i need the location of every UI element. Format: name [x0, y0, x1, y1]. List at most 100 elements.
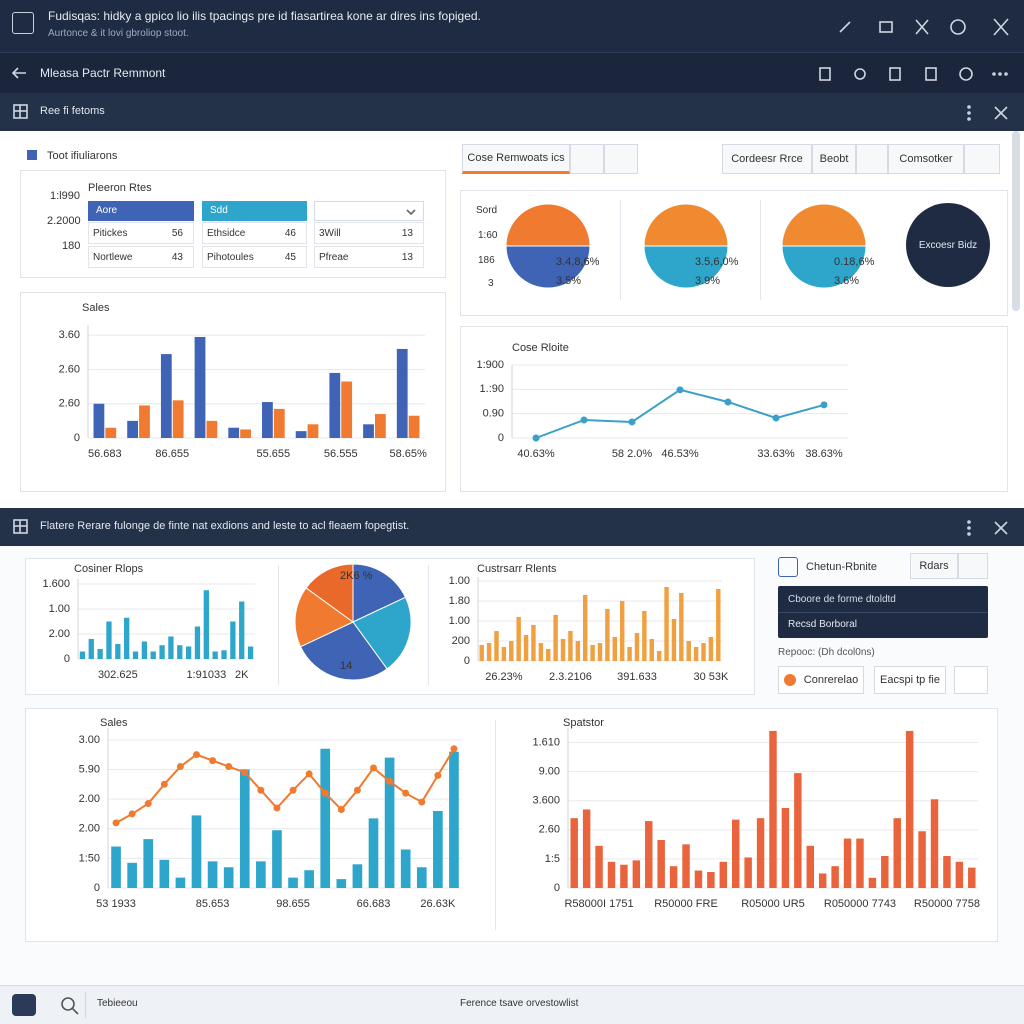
x-tick-label: R50000 FRE [654, 898, 718, 910]
back-button[interactable] [8, 63, 32, 83]
x-tick-label: 98.655 [276, 898, 310, 910]
section-icons[interactable] [955, 517, 1015, 539]
line-marker [386, 777, 394, 785]
filter-button[interactable]: Comsotker [888, 144, 964, 174]
bar [612, 637, 618, 661]
bar [669, 866, 678, 888]
cell-label: Pfreae [319, 252, 349, 263]
select[interactable]: Cboore de forme dtoldtd Recsd Borboral [778, 586, 988, 638]
bar [172, 400, 184, 438]
dropdown[interactable] [314, 201, 424, 221]
divider [760, 200, 761, 300]
pie-axis: Sord [476, 205, 498, 216]
x-tick-label: 58.65% [389, 448, 427, 460]
icon-button[interactable] [856, 144, 888, 174]
bar [304, 870, 314, 888]
pie-annotation: 0.18,6% [834, 256, 875, 268]
bar [139, 405, 150, 438]
bar [105, 427, 117, 438]
x-tick-label: 391.633 [617, 671, 657, 683]
cell-label: 3Will [319, 228, 341, 239]
window-icons[interactable] [820, 14, 1020, 40]
bar [239, 601, 245, 659]
bar [781, 808, 790, 888]
icon-button[interactable] [964, 144, 1000, 174]
y-tick-label: 3.00 [79, 734, 100, 746]
cell-label: Pitickes [93, 228, 128, 239]
pie-axis: 3 [488, 278, 494, 289]
panel-icon [778, 557, 798, 577]
bar [247, 646, 254, 659]
toolbar-icons[interactable] [810, 63, 1020, 85]
panel-button[interactable]: Rdars [910, 553, 958, 579]
bar [645, 821, 653, 888]
bar [575, 641, 581, 661]
line-marker [402, 789, 410, 797]
y-tick-label: 1:50 [79, 852, 100, 864]
bar [553, 615, 558, 661]
bar [605, 609, 610, 661]
tab[interactable]: Sdd [202, 201, 307, 221]
bar [546, 649, 551, 661]
bar [127, 420, 139, 438]
bar [501, 647, 507, 661]
x-tick-label: 56.683 [88, 448, 122, 460]
bar [396, 348, 408, 438]
bar [918, 831, 926, 888]
pie-axis: 186 [478, 255, 495, 266]
section-icons[interactable] [955, 102, 1015, 124]
bar [256, 861, 266, 888]
bar [273, 408, 285, 438]
line-marker [273, 804, 281, 812]
bar [968, 867, 976, 888]
bar [206, 420, 218, 438]
bar [106, 621, 112, 659]
bar [368, 818, 379, 888]
summary-axis: 2.2000 [47, 215, 81, 227]
tab-button[interactable]: Cose Remwoats ics [462, 144, 570, 174]
search-icon[interactable] [58, 994, 82, 1018]
bar [620, 864, 628, 888]
grid-icon [13, 519, 28, 534]
x-tick-label: 30 53K [693, 671, 729, 683]
footer-left: Tebieeou [97, 998, 138, 1009]
pie-annotation: 3.5% [556, 275, 581, 287]
bar [194, 626, 201, 659]
filter-button[interactable]: Beobt [812, 144, 856, 174]
y-tick-label: 1:5 [545, 853, 560, 865]
icon-button[interactable] [958, 553, 988, 579]
bar [597, 643, 603, 661]
bar [881, 856, 889, 888]
bar [794, 773, 802, 888]
bar [203, 590, 209, 659]
line-marker [820, 401, 828, 409]
cell-label: Pihotoules [207, 252, 254, 263]
icon-button[interactable] [570, 144, 604, 174]
bar [230, 621, 236, 659]
bar [893, 818, 901, 888]
app-icon [12, 12, 34, 34]
tab[interactable]: Aore [88, 201, 194, 221]
line-marker [676, 386, 684, 394]
section-bar: Ree fi fetoms [0, 93, 1024, 131]
x-tick-label: 46.53% [661, 448, 699, 460]
icon-button[interactable] [954, 666, 988, 694]
y-tick-label: 2.00 [79, 793, 100, 805]
bar [191, 815, 202, 888]
bar [671, 619, 677, 661]
bar [701, 643, 706, 661]
bar [831, 866, 839, 888]
bar [632, 860, 641, 888]
x-tick-label: 56.555 [324, 448, 358, 460]
bar [288, 877, 298, 888]
bar [272, 830, 282, 888]
y-tick-label: 1.00 [449, 575, 470, 587]
action-button[interactable]: Conrerelao [778, 666, 864, 694]
action-button[interactable]: Eacspi tp fie [874, 666, 946, 694]
icon-button[interactable] [604, 144, 638, 174]
bar [185, 646, 192, 659]
summary-card [20, 170, 446, 278]
action-label: Conrerelao [803, 674, 859, 686]
filter-button[interactable]: Cordeesr Rrce [722, 144, 812, 174]
x-tick-label: 1:91033 [186, 669, 226, 681]
